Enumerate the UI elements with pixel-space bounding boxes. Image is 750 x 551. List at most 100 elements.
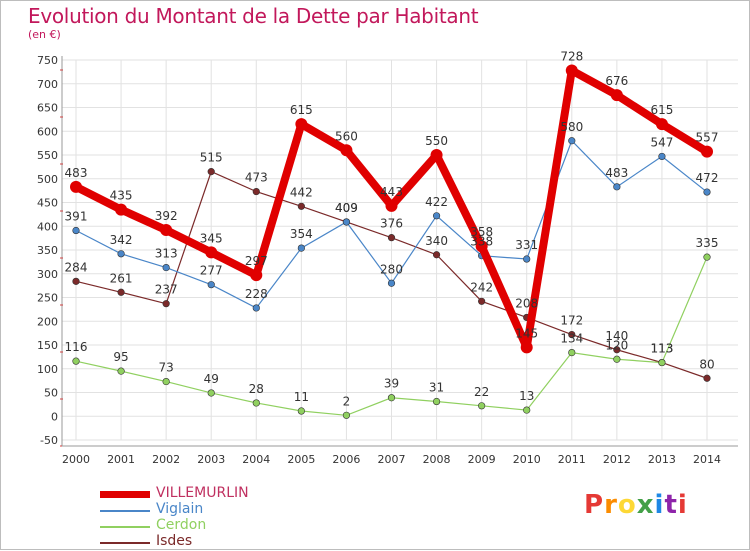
data-label-viglain: 277 <box>200 264 223 278</box>
data-label-viglain: 331 <box>515 238 538 252</box>
series-point-isdes <box>117 288 125 296</box>
y-tick-label: 200 <box>37 315 58 328</box>
data-label-villemurlin: 550 <box>425 134 448 148</box>
x-tick-label: 2005 <box>287 453 315 466</box>
series-point-viglain <box>568 137 576 145</box>
data-label-viglain: 280 <box>380 262 403 276</box>
series-point-isdes <box>387 234 396 242</box>
y-tick-label: 500 <box>37 173 58 186</box>
series-point-cerdon <box>252 399 260 407</box>
data-label-cerdon: 116 <box>65 340 88 354</box>
y-tick-label: 50 <box>44 387 58 400</box>
data-label-villemurlin: 557 <box>696 131 719 145</box>
series-point-isdes <box>703 374 711 382</box>
data-label-viglain: 472 <box>696 171 719 185</box>
series-point-villemurlin <box>205 246 218 259</box>
data-label-viglain: 342 <box>110 233 133 247</box>
series-point-villemurlin <box>475 240 488 253</box>
chart-title: Evolution du Montant de la Dette par Hab… <box>28 4 479 28</box>
data-label-cerdon: 39 <box>384 377 399 391</box>
x-tick-label: 2010 <box>513 453 541 466</box>
series-point-cerdon <box>432 397 441 406</box>
y-tick-label: 300 <box>37 268 58 281</box>
series-point-viglain <box>387 279 396 287</box>
series-point-cerdon <box>658 358 666 367</box>
data-label-cerdon: 28 <box>249 382 264 396</box>
series-point-viglain <box>252 304 260 312</box>
series-point-viglain <box>613 183 621 191</box>
series-point-villemurlin <box>430 149 443 161</box>
data-label-villemurlin: 615 <box>290 103 313 117</box>
y-tick-label: 650 <box>37 102 58 115</box>
series-point-cerdon <box>613 355 621 363</box>
series-point-cerdon <box>162 377 170 386</box>
data-label-viglain: 409 <box>335 201 358 215</box>
data-label-cerdon: 95 <box>113 350 128 364</box>
x-tick-label: 2000 <box>62 453 90 466</box>
y-tick-label: 700 <box>37 78 58 91</box>
series-point-villemurlin <box>520 341 533 354</box>
y-tick-label: 0 <box>51 410 58 423</box>
data-label-cerdon: 49 <box>204 372 219 386</box>
x-tick-label: 2006 <box>332 453 360 466</box>
data-label-villemurlin: 435 <box>110 189 133 203</box>
series-point-isdes <box>613 346 621 354</box>
logo-letter: x <box>636 490 655 520</box>
y-tick-label: 450 <box>37 197 58 210</box>
data-label-isdes: 442 <box>290 185 313 199</box>
series-point-isdes <box>162 300 170 308</box>
series-point-viglain <box>523 255 531 263</box>
data-label-villemurlin: 728 <box>560 49 583 63</box>
y-tick-label: 150 <box>37 339 58 352</box>
series-point-cerdon <box>117 367 125 375</box>
data-label-villemurlin: 345 <box>200 231 223 245</box>
data-label-isdes: 376 <box>380 217 403 231</box>
series-point-villemurlin <box>70 180 82 193</box>
data-label-cerdon: 335 <box>696 236 719 250</box>
x-tick-label: 2009 <box>468 453 496 466</box>
y-tick-label: 350 <box>37 244 58 257</box>
series-point-viglain <box>117 250 125 258</box>
data-label-villemurlin: 297 <box>245 254 268 268</box>
data-label-isdes: 340 <box>425 234 448 248</box>
series-point-cerdon <box>387 394 396 402</box>
y-tick-label: 550 <box>37 149 58 162</box>
data-label-viglain: 422 <box>425 195 448 209</box>
series-point-isdes <box>432 251 441 259</box>
logo-letter: r <box>604 490 618 520</box>
x-tick-label: 2002 <box>152 453 180 466</box>
series-point-villemurlin <box>250 269 263 282</box>
chart-subtitle: (en €) <box>28 28 61 41</box>
data-label-isdes: 113 <box>650 342 673 356</box>
data-label-villemurlin: 615 <box>650 103 673 117</box>
data-label-villemurlin: 145 <box>515 326 538 340</box>
series-point-villemurlin <box>701 145 713 158</box>
proxiti-logo: Proxiti <box>584 490 688 520</box>
data-label-isdes: 515 <box>200 151 223 165</box>
data-label-isdes: 172 <box>560 314 583 328</box>
x-tick-label: 2008 <box>423 453 451 466</box>
x-tick-label: 2001 <box>107 453 135 466</box>
series-point-cerdon <box>703 253 711 261</box>
x-tick-label: 2004 <box>242 453 270 466</box>
data-label-cerdon: 31 <box>429 381 444 395</box>
logo-letter: i <box>677 490 688 520</box>
series-point-cerdon <box>568 349 576 357</box>
series-point-isdes <box>72 277 80 285</box>
data-label-viglain: 391 <box>65 210 88 224</box>
y-axis: -50 0 50 100 150 200 250 300 350 400 450 500 550 600 6… <box>37 54 63 447</box>
data-label-viglain: 313 <box>155 247 178 261</box>
data-label-isdes: 242 <box>470 280 493 294</box>
y-tick-label: -50 <box>40 434 58 447</box>
series-point-viglain <box>72 226 80 235</box>
legend-label-villemurlin: VILLEMURLIN <box>156 485 249 501</box>
legend-label-isdes: Isdes <box>156 533 193 549</box>
series-point-villemurlin <box>610 89 623 102</box>
series-point-cerdon <box>342 411 351 419</box>
data-label-viglain: 547 <box>650 135 673 149</box>
series-point-villemurlin <box>655 118 668 131</box>
series-point-viglain <box>342 218 351 226</box>
logo-letter: t <box>664 490 678 520</box>
series-point-isdes <box>252 187 260 196</box>
series-point-villemurlin <box>115 203 128 216</box>
